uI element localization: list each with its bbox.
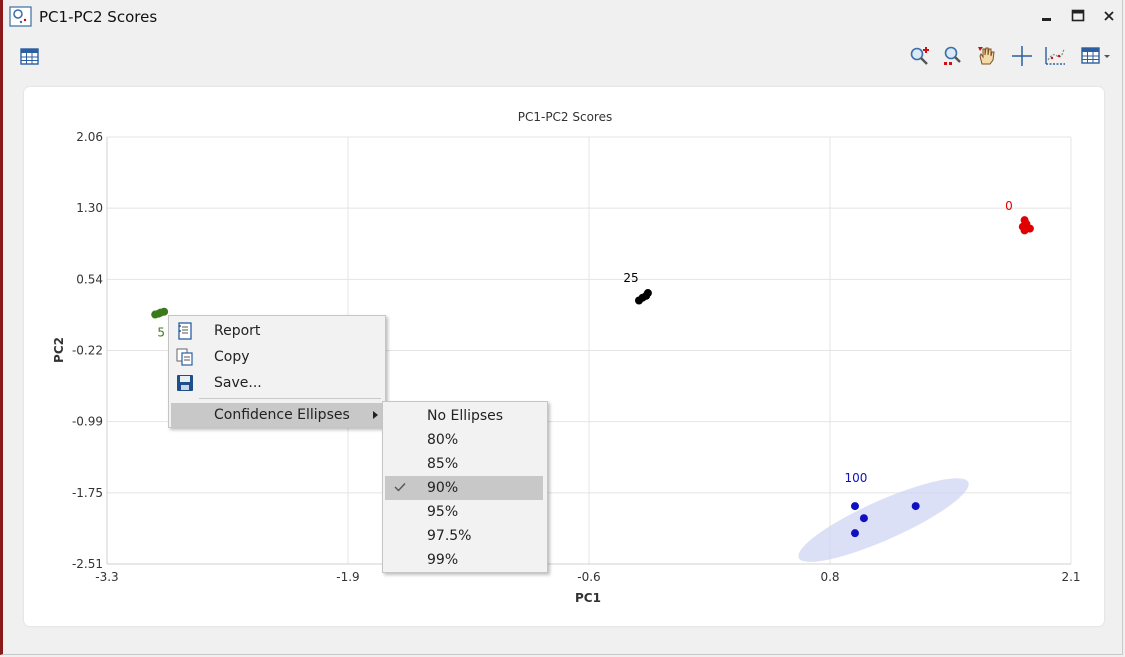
context-menu: Report Copy Save... Confidence Ellipses: [168, 315, 386, 428]
menu-separator: [199, 398, 381, 399]
zoom-reset-icon[interactable]: [941, 44, 965, 68]
chart-title: PC1-PC2 Scores: [518, 110, 613, 124]
x-tick-label: -0.6: [577, 570, 600, 584]
confidence-ellipses-submenu: No Ellipses 80% 85% 90% 95% 97.5% 99%: [382, 401, 548, 573]
menu-item-label: Report: [214, 323, 261, 339]
report-icon: [178, 322, 192, 340]
submenu-item-97-5[interactable]: 97.5%: [383, 524, 547, 548]
submenu-item-85[interactable]: 85%: [383, 452, 547, 476]
y-tick-label: -0.99: [72, 415, 103, 429]
chart-marks: 0 25 5 100: [151, 199, 1034, 562]
submenu-item-label: 97.5%: [427, 528, 472, 544]
zoom-in-icon[interactable]: [908, 44, 932, 68]
window-title: PC1-PC2 Scores: [39, 8, 158, 26]
confidence-ellipse-100: [798, 478, 969, 562]
menu-item-copy[interactable]: Copy: [169, 345, 385, 369]
x-tick-label: -1.9: [336, 570, 359, 584]
x-tick-label: -3.3: [95, 570, 118, 584]
copy-icon: [176, 348, 193, 366]
crosshair-icon[interactable]: [1010, 44, 1034, 68]
submenu-item-95[interactable]: 95%: [383, 500, 547, 524]
y-tick-label: 1.30: [76, 201, 103, 215]
submenu-item-label: No Ellipses: [427, 408, 504, 424]
data-point-0: [1020, 226, 1029, 235]
table-icon[interactable]: [19, 46, 41, 68]
close-button[interactable]: [1095, 4, 1123, 28]
plot-options-icon[interactable]: [1043, 44, 1067, 68]
title-bar: PC1-PC2 Scores: [3, 0, 1122, 34]
submenu-item-80[interactable]: 80%: [383, 428, 547, 452]
y-axis-label: PC2: [52, 337, 66, 363]
submenu-item-label: 99%: [427, 552, 459, 568]
y-tick-label: 0.54: [76, 272, 103, 286]
series-label-100: 100: [845, 471, 868, 485]
menu-item-label: Confidence Ellipses: [214, 407, 350, 423]
y-tick-label: -1.75: [72, 486, 103, 500]
checkmark-icon: [394, 483, 406, 492]
save-icon: [177, 375, 193, 391]
submenu-item-99[interactable]: 99%: [383, 548, 547, 572]
submenu-item-label: 95%: [427, 504, 459, 520]
submenu-item-no-ellipses[interactable]: No Ellipses: [383, 404, 547, 428]
menu-item-confidence-ellipses[interactable]: Confidence Ellipses: [171, 403, 383, 427]
data-point-25: [642, 291, 651, 300]
y-tick-label: -2.51: [72, 557, 103, 571]
menu-item-save[interactable]: Save...: [169, 371, 385, 395]
submenu-item-label: 85%: [427, 456, 459, 472]
data-point-100: [859, 514, 868, 523]
series-label-25: 25: [623, 271, 638, 285]
minimize-icon: [1042, 18, 1051, 21]
x-tick-label: 0.8: [820, 570, 839, 584]
close-icon: [1104, 11, 1114, 21]
y-tick-label: -0.22: [72, 344, 103, 358]
data-point-25: [634, 296, 643, 305]
submenu-item-label: 80%: [427, 432, 459, 448]
menu-item-report[interactable]: Report: [169, 319, 385, 343]
menu-item-label: Save...: [214, 375, 262, 391]
x-tick-label: 2.1: [1061, 570, 1080, 584]
data-point-100: [850, 529, 859, 538]
scatter-plot-app-icon: [9, 6, 32, 27]
data-point-100: [850, 502, 859, 511]
data-point-5: [156, 308, 165, 317]
table-dropdown-icon[interactable]: [1079, 44, 1115, 68]
maximize-button[interactable]: [1064, 4, 1092, 28]
pan-hand-icon[interactable]: [974, 44, 998, 68]
submenu-item-label: 90%: [427, 480, 459, 496]
minimize-button[interactable]: [1033, 4, 1061, 28]
chart-ticks: -3.3 -1.9 -0.6 0.8 2.1 2.06 1.30 0.54 -0.22 -0.99…: [72, 130, 1081, 584]
series-label-0: 0: [1005, 199, 1013, 213]
y-tick-label: 2.06: [76, 130, 103, 144]
menu-item-label: Copy: [214, 349, 250, 365]
data-point-100: [911, 502, 920, 511]
x-axis-label: PC1: [575, 591, 601, 605]
submenu-arrow-icon: [373, 411, 378, 419]
maximize-icon: [1071, 9, 1085, 22]
submenu-item-90[interactable]: 90%: [385, 476, 543, 500]
series-label-5: 5: [157, 326, 165, 340]
